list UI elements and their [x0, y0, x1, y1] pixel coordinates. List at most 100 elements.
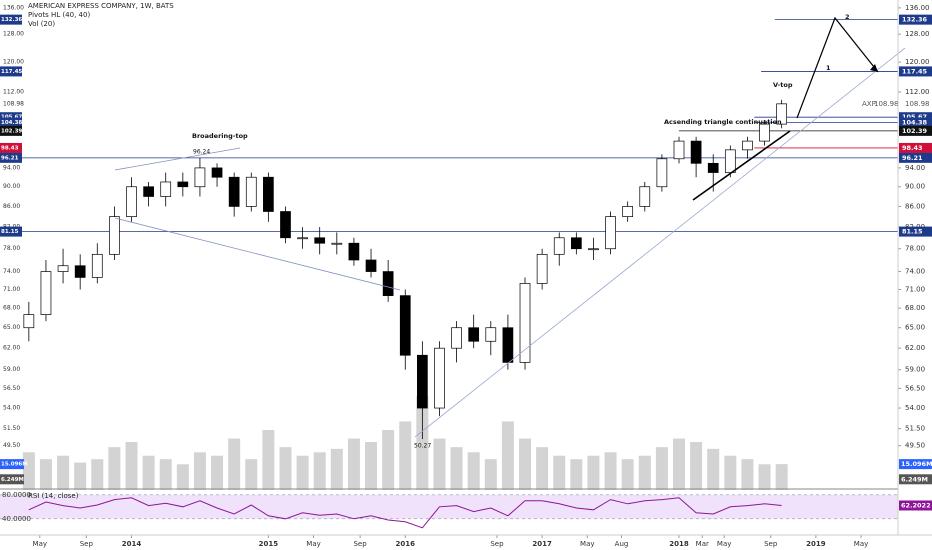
candle-body — [91, 253, 103, 278]
volume-bar — [142, 455, 155, 490]
y-tick-label: 59.00 — [905, 366, 925, 374]
x-tick-label: Sep — [80, 540, 94, 548]
x-tick-label: Sep — [764, 540, 778, 548]
y-tick-label: 128.00 — [905, 30, 930, 38]
candle-body — [759, 123, 770, 142]
candle-body — [656, 158, 668, 188]
candle-body — [742, 140, 753, 151]
volume-bar — [74, 462, 87, 490]
volume-bar — [39, 459, 52, 490]
layers: 80.0000 40.0000 15.096M 15.096M 6.249M 6.249M… — [0, 4, 932, 548]
candle-body — [143, 186, 154, 197]
candle-body — [23, 314, 35, 329]
candle-body — [570, 237, 582, 250]
y-tick-label: 49.50 — [905, 442, 925, 450]
candle-body — [263, 176, 274, 212]
y-tick-label: 71.00 — [905, 285, 925, 293]
candle-body — [314, 237, 326, 244]
indicator-label: Vol (20) — [28, 20, 55, 28]
x-tick-label: May — [580, 540, 594, 548]
y-tick-label: 56.50 — [3, 385, 20, 392]
x-tick-label: Aug — [615, 540, 629, 548]
volume-axis-label: 15.096M — [1, 462, 28, 468]
y-tick-label: 86.00 — [3, 203, 20, 210]
y-tick-label: 62.00 — [905, 344, 925, 352]
level-box — [0, 152, 22, 163]
volume-bar — [621, 459, 634, 490]
y-tick-label: 78.00 — [3, 245, 20, 252]
y-tick-label: 54.00 — [905, 404, 925, 412]
volume-bar — [365, 442, 378, 490]
candle-body — [177, 181, 189, 188]
level-label: 98.43 — [902, 144, 923, 152]
candle-body — [485, 327, 497, 342]
annotation: 50.27 — [414, 443, 431, 450]
volume-bar — [484, 459, 497, 490]
level-label: 81.15 — [1, 229, 19, 235]
level-label: 117.45 — [902, 67, 928, 75]
level-box — [0, 125, 22, 136]
y-tick-label: 51.50 — [3, 425, 20, 432]
level-label: 104.38 — [902, 119, 928, 127]
x-tick-label: 2017 — [532, 540, 552, 548]
level-label: 96.21 — [902, 154, 923, 162]
volume-bar — [553, 455, 566, 490]
level-box — [0, 14, 22, 25]
volume-bar — [536, 447, 549, 490]
projection-arrow — [796, 16, 879, 119]
candle-body — [126, 186, 137, 217]
volume-bar — [347, 438, 360, 490]
volume-bar — [570, 459, 583, 490]
y-tick-label: 59.00 — [3, 366, 20, 373]
y-tick-label: 78.00 — [905, 245, 925, 253]
candle-body — [331, 242, 343, 245]
trendline — [114, 217, 401, 291]
volume-bar — [673, 438, 685, 490]
chart-title: AMERICAN EXPRESS COMPANY, 1W, BATS — [28, 2, 174, 10]
level-label: 98.43 — [1, 145, 19, 151]
annotation: 2 — [845, 13, 850, 21]
candle-body — [194, 167, 206, 188]
level-label: 117.45 — [1, 69, 22, 75]
candle-body — [109, 216, 120, 255]
annotation: Acsending triangle continuation — [664, 118, 782, 126]
level-box — [0, 142, 22, 153]
volume-bar — [22, 452, 35, 490]
x-tick-label: 2016 — [396, 540, 416, 548]
volume-bar — [741, 459, 754, 490]
y-tick-label: 54.00 — [3, 405, 20, 412]
volume-axis-box — [0, 459, 24, 470]
volume-bar — [433, 438, 446, 490]
x-tick-label: May — [33, 540, 47, 548]
volume-axis-label: 6.249M — [1, 477, 24, 483]
rsi-value-label: 62.2022 — [901, 501, 931, 509]
level-label: 105.67 — [902, 113, 927, 121]
candle-body — [40, 271, 52, 315]
level-label: 132.36 — [902, 16, 928, 24]
x-tick-label: May — [854, 540, 868, 548]
candle-body — [382, 271, 394, 296]
level-label: 132.36 — [1, 17, 22, 23]
y-tick-label: 136.00 — [905, 4, 930, 12]
candle-body — [605, 216, 616, 250]
candle-body — [536, 253, 548, 284]
volume-bar — [91, 459, 104, 490]
y-tick-label: 51.50 — [905, 425, 925, 433]
candle-body — [553, 237, 565, 255]
x-tick-label: Sep — [353, 540, 367, 548]
volume-bar — [604, 452, 617, 490]
candle-body — [211, 167, 223, 178]
volume-axis-box — [899, 459, 932, 470]
candle-body — [74, 265, 86, 278]
volume-bar — [279, 447, 292, 490]
y-tick-label: 120.00 — [3, 59, 24, 66]
y-tick-label: 112.00 — [3, 89, 24, 96]
y-tick-label: 74.00 — [3, 268, 20, 275]
candle-body — [228, 176, 240, 207]
volume-bar — [176, 464, 189, 490]
level-box — [899, 152, 932, 163]
candle-body — [434, 347, 445, 409]
y-tick-label: 136.00 — [3, 4, 24, 11]
level-label: 104.38 — [1, 120, 22, 126]
